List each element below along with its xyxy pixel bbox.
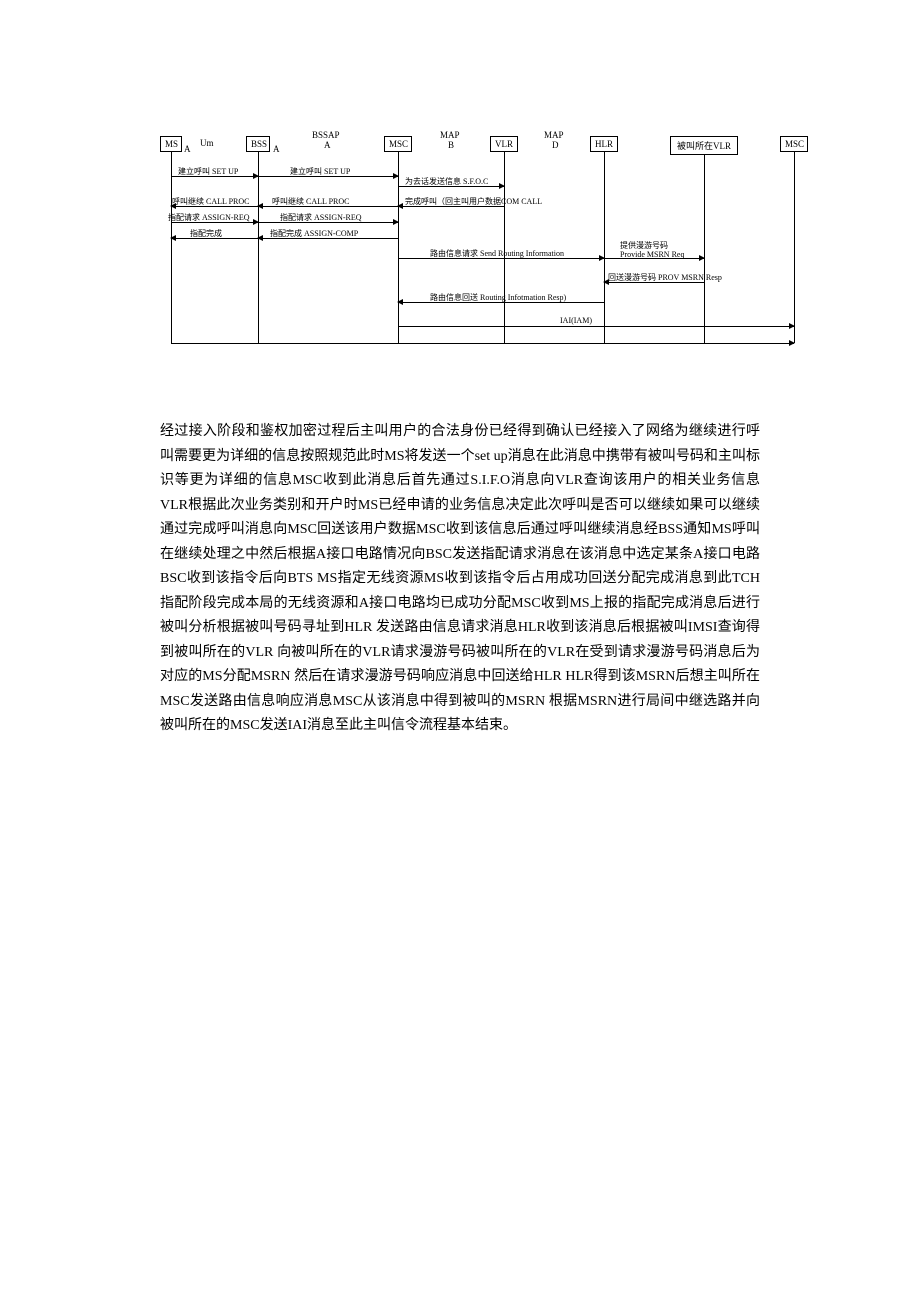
message-label: 指配请求 ASSIGN-REQ [280, 212, 362, 223]
description-text: 经过接入阶段和鉴权加密过程后主叫用户的合法身份已经得到确认已经接入了网络为继续进… [160, 420, 760, 739]
message-label: 建立呼叫 SET UP [178, 166, 238, 177]
iface-mapd-d: D [552, 140, 559, 150]
message-label: IAI(IAM) [560, 316, 592, 325]
lifeline-msc2: MSC [780, 136, 808, 152]
message-label: 呼叫继续 CALL PROC [172, 196, 250, 207]
lifeline-hlr: HLR [590, 136, 618, 152]
message-label: 呼叫继续 CALL PROC [272, 196, 350, 207]
lifeline-bss: BSS [246, 136, 270, 152]
iface-um-a2: A [273, 144, 280, 154]
message-label: 建立呼叫 SET UP [290, 166, 350, 177]
message-label: 指配完成 ASSIGN-COMP [270, 228, 358, 239]
iface-um-a1: A [184, 144, 191, 154]
lifeline-line [504, 148, 505, 343]
message-label: 路由信息请求 Send Routing Information [430, 248, 564, 259]
message-label: 路由信息回送 Routing Infotmation Resp) [430, 292, 566, 303]
iface-um: Um [200, 138, 214, 148]
message-arrow [398, 326, 794, 327]
iface-bssap-a: A [324, 140, 331, 150]
message-label: 指配请求 ASSIGN-REQ [168, 212, 250, 223]
iface-mapb-b: B [448, 140, 454, 150]
message-arrow [171, 343, 794, 344]
lifeline-vlr: VLR [490, 136, 518, 152]
iface-bssap: BSSAP [312, 130, 340, 140]
lifeline-msc: MSC [384, 136, 412, 152]
message-label: 完成呼叫（回主叫用户数据COM CALL [405, 196, 542, 207]
lifeline-vlr2: 被叫所在VLR [670, 136, 738, 155]
message-label: 为去话发送信息 S.F.O.C [405, 176, 488, 187]
lifeline-line [704, 148, 705, 343]
iface-mapd: MAP [544, 130, 564, 140]
lifeline-line [171, 148, 172, 343]
sequence-diagram: MS BSS MSC VLR HLR 被叫所在VLR MSC Um A A BS… [160, 130, 920, 390]
lifeline-line [794, 148, 795, 343]
message-label: Provide MSRN Req [620, 250, 684, 259]
lifeline-ms: MS [160, 136, 182, 152]
iface-mapb: MAP [440, 130, 460, 140]
lifeline-line [604, 148, 605, 343]
message-label: 回送漫游号码 PROV MSRN Resp [608, 272, 722, 283]
message-label: 指配完成 [190, 228, 222, 239]
